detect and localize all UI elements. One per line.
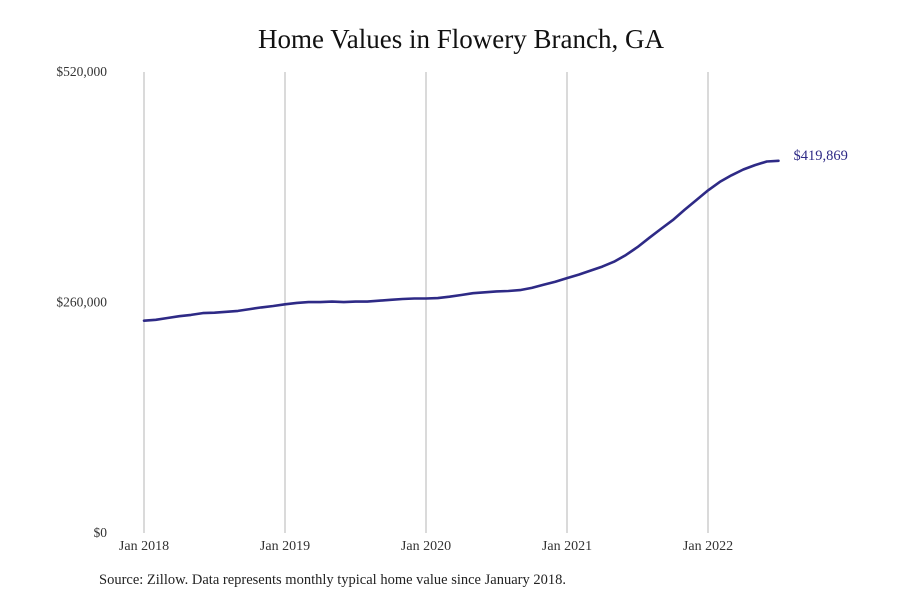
home-value-line [142,159,780,322]
y-tick-label: $520,000 [56,64,107,79]
y-axis-labels: $0 $260,000 $520,000 [56,64,107,540]
end-value-label: $419,869 [794,148,848,164]
x-tick-label: Jan 2019 [260,539,310,554]
x-axis-labels: Jan 2018 Jan 2019 Jan 2020 Jan 2021 Jan 2022 [119,539,733,554]
x-tick-label: Jan 2021 [542,539,592,554]
x-tick-label: Jan 2020 [401,539,451,554]
y-tick-label: $260,000 [56,295,107,310]
chart-title: Home Values in Flowery Branch, GA [258,24,664,54]
x-tick-label: Jan 2018 [119,539,169,554]
source-footnote: Source: Zillow. Data represents monthly … [99,572,566,588]
y-tick-label: $0 [94,525,108,540]
x-tick-label: Jan 2022 [683,539,733,554]
vertical-gridlines [143,72,709,533]
